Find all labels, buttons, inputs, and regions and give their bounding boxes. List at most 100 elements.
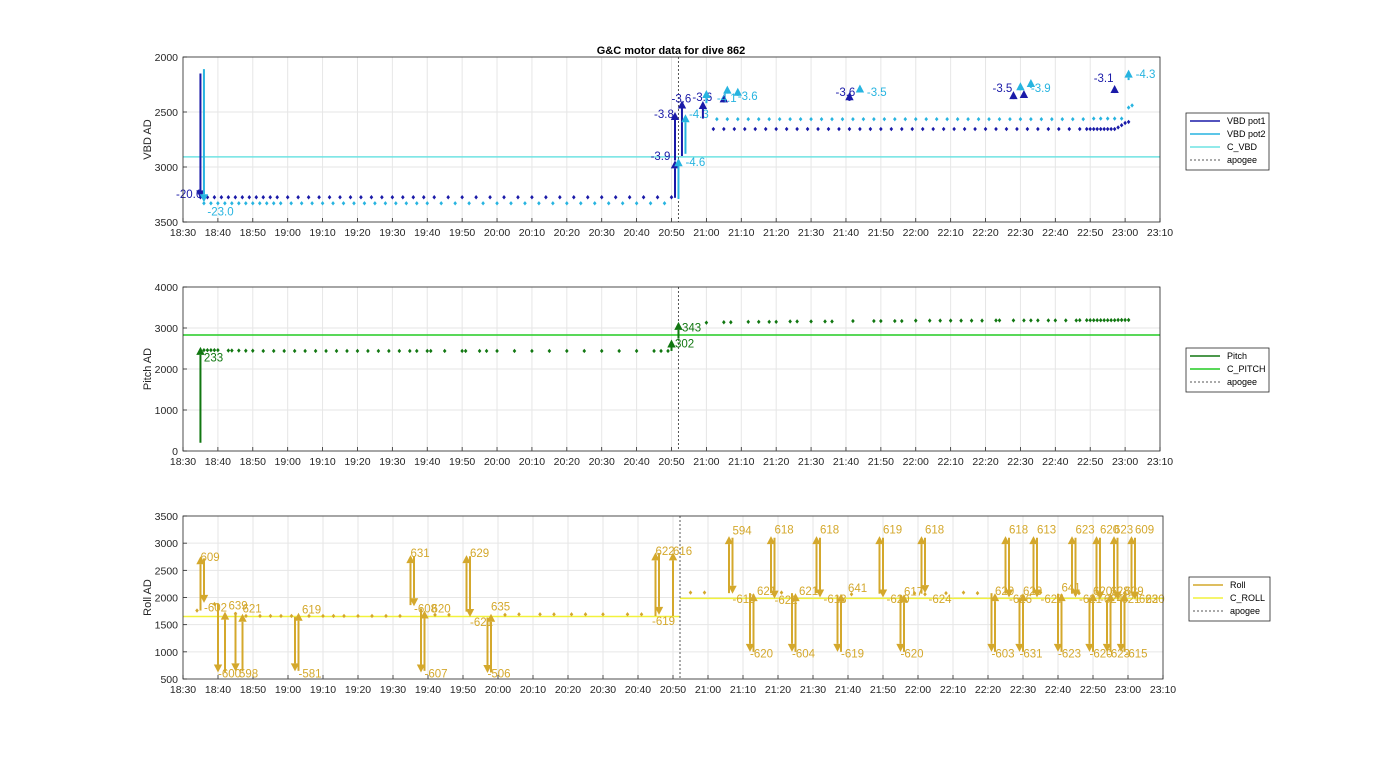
data-point [209,347,213,353]
data-point [488,195,492,200]
event-arrow-head [486,613,496,622]
data-point [725,116,730,122]
x-tick-label: 22:10 [938,227,964,239]
data-point [1095,126,1099,132]
event-label: 617 [904,586,923,598]
data-point [899,318,904,324]
event-arrow-head [1085,643,1094,652]
event-arrow-head [1029,536,1038,545]
data-point [774,126,778,132]
data-point [976,116,981,122]
data-point [830,116,834,122]
event-arrow-head [899,594,909,603]
event-label: 609 [1135,524,1154,536]
data-point [219,195,224,200]
x-tick-label: 20:10 [519,456,545,468]
data-point [920,126,925,132]
legend-label: apogee [1230,606,1260,616]
event-arrow-head [1019,90,1029,98]
y-axis-label: Pitch AD [142,348,154,390]
data-point [882,116,887,122]
event-arrow-head [196,556,205,565]
event-arrow-head [196,346,205,355]
data-point [893,116,897,122]
event-label: -604 [792,648,816,660]
data-point [997,318,1002,323]
x-tick-label: 21:20 [765,684,791,696]
data-point [233,195,238,200]
data-point [634,201,639,206]
data-point [997,116,1002,122]
x-tick-label: 22:30 [1007,227,1033,239]
data-point [261,195,266,200]
data-point [830,319,834,324]
x-tick-label: 22:50 [1077,456,1103,468]
event-label: 233 [204,353,223,365]
data-point [849,592,854,597]
data-point [376,348,381,354]
event-arrow-head [1102,643,1112,652]
event-label: -3.9 [1031,83,1051,95]
x-tick-label: 22:40 [1042,227,1068,239]
data-point [421,195,426,200]
data-point [585,195,590,200]
data-point [303,348,307,354]
x-tick-label: 19:50 [449,227,475,239]
data-point [627,195,632,200]
data-point [226,348,231,353]
event-arrow-head [1057,593,1066,602]
data-point [1091,126,1096,132]
data-point [617,348,621,354]
x-tick-label: 22:50 [1077,227,1103,239]
data-point [547,348,552,354]
data-point [923,592,927,597]
event-arrow-head [723,85,732,94]
data-point [247,195,252,200]
event-arrow-head [667,339,676,348]
data-point [840,116,845,122]
data-point [398,613,402,619]
data-point [742,126,747,132]
y-tick-label: 3500 [155,511,179,523]
event-label: -3.9 [651,151,671,163]
event-label: -615 [1125,648,1148,660]
event-label: 343 [682,322,701,334]
data-point [788,116,792,122]
data-point [202,201,206,206]
data-point [1091,116,1096,121]
data-point [903,116,908,122]
event-arrow-head [1127,536,1136,545]
event-label: -607 [425,668,448,680]
data-point [987,116,991,122]
x-tick-label: 19:50 [449,456,475,468]
data-point [774,319,778,325]
data-point [481,201,485,206]
data-point [289,201,293,206]
data-point [652,348,656,354]
data-point [250,201,255,206]
data-point [868,126,873,132]
event-arrow-head [896,643,905,652]
data-point [1011,318,1016,323]
data-point [307,613,311,619]
event-label: 623 [1114,524,1133,536]
plot-frame [182,286,1161,452]
data-point [655,195,660,200]
data-point [1084,318,1089,323]
data-point [1063,318,1068,323]
data-point [425,201,430,206]
event-arrow-head [702,90,711,98]
data-point [401,195,405,200]
x-tick-label: 20:20 [554,227,580,239]
x-tick-label: 19:40 [415,684,441,696]
data-point [212,195,217,200]
data-point [569,612,574,617]
data-point [240,195,245,200]
event-arrow-head [231,663,240,672]
data-point [959,318,963,323]
data-point [432,195,437,200]
data-point [805,126,810,132]
data-point [205,347,210,353]
x-tick-label: 23:00 [1115,684,1141,696]
event-label: -3.6 [672,94,692,106]
